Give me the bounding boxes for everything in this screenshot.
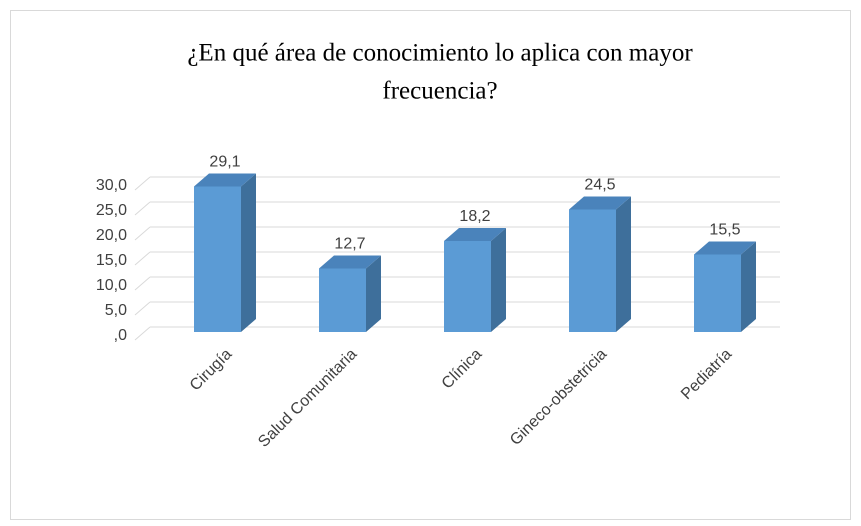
y-tick-label: 25,0: [96, 202, 127, 219]
grid-line: [134, 251, 151, 266]
bar-top: [444, 228, 506, 241]
chart-title: frecuencia?: [382, 78, 497, 105]
y-tick-label: 5,0: [105, 302, 127, 319]
bar-top: [569, 196, 631, 210]
bar-side: [741, 241, 756, 332]
value-label: 15,5: [709, 222, 740, 239]
bar: [194, 186, 241, 332]
bar: [319, 268, 366, 332]
bar-side: [491, 228, 506, 332]
chart-title: ¿En qué área de conocimiento lo aplica c…: [187, 40, 693, 67]
value-label: 29,1: [209, 154, 240, 171]
bar-top: [194, 173, 256, 187]
bar-side: [241, 173, 256, 332]
value-label: 24,5: [584, 177, 615, 194]
grid-line: [134, 276, 151, 291]
bar-side: [616, 196, 631, 332]
grid-line: [134, 301, 151, 316]
value-label: 12,7: [334, 236, 365, 253]
bar: [569, 209, 616, 332]
grid-line: [134, 226, 151, 241]
bar-side: [366, 255, 381, 332]
bar-top: [319, 255, 381, 269]
bar: [444, 241, 491, 332]
bar-top: [694, 241, 756, 255]
y-tick-label: 15,0: [96, 252, 127, 269]
value-label: 18,2: [459, 208, 490, 225]
grid-line: [134, 326, 151, 341]
y-tick-label: 30,0: [96, 177, 127, 194]
grid-line: [134, 176, 151, 191]
grid-line: [134, 201, 151, 216]
bar: [694, 254, 741, 332]
y-tick-label: 10,0: [96, 277, 127, 294]
y-tick-label: 20,0: [96, 227, 127, 244]
y-tick-label: ,0: [114, 327, 127, 344]
